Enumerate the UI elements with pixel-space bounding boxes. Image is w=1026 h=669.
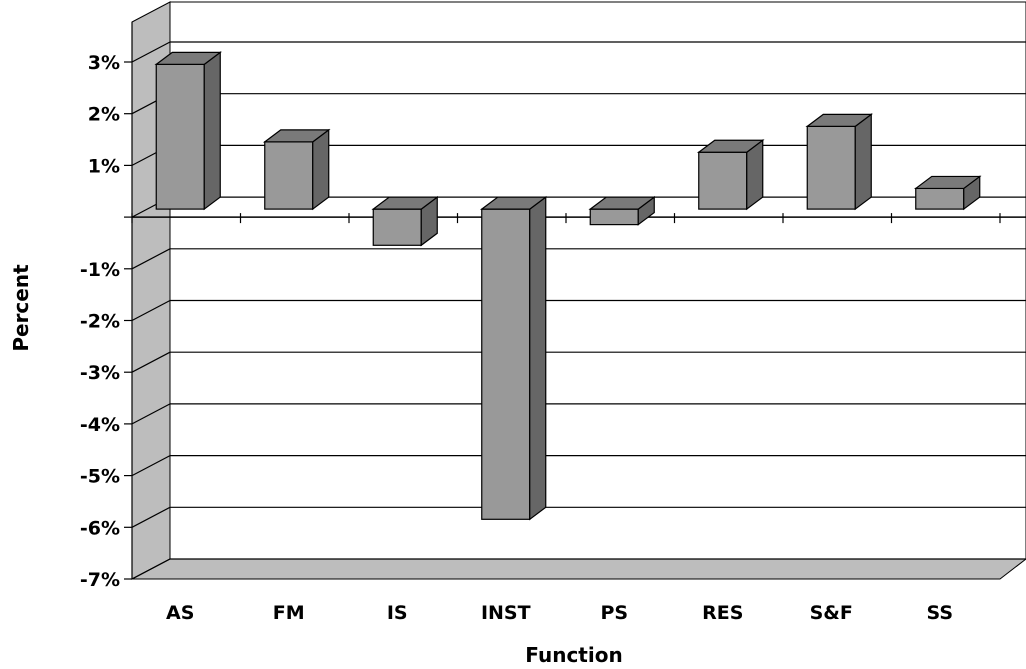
bars [154, 51, 982, 521]
bar-side [312, 128, 330, 211]
bar-front [698, 151, 748, 210]
bar-as [154, 51, 223, 211]
bar-top [588, 196, 657, 210]
y-tick-label: 2% [88, 104, 120, 126]
y-tick-label: -2% [80, 311, 120, 333]
y-tick-label: -3% [80, 362, 120, 384]
x-axis-title: Function [525, 643, 622, 667]
bar-front [806, 125, 856, 210]
bar-top [913, 175, 982, 190]
x-tick-label: RES [702, 602, 743, 624]
bar-is [371, 195, 440, 247]
gridline-diagonal [131, 248, 171, 270]
bar-side [854, 113, 872, 211]
bar-top [479, 196, 548, 210]
x-tick-label: SS [926, 602, 953, 624]
x-tick-label: INST [481, 602, 531, 624]
bar-sf [805, 113, 874, 211]
y-tick-label: 3% [88, 52, 120, 74]
gridlines [131, 22, 1026, 580]
bar-front [372, 208, 422, 246]
bar-front [589, 208, 639, 226]
x-tick-label: S&F [810, 602, 853, 624]
bar-ps [588, 195, 657, 226]
gridline-diagonal [131, 455, 171, 477]
x-tick-label: IS [387, 602, 408, 624]
gridline-diagonal [131, 41, 171, 63]
bar-top [154, 51, 223, 65]
y-tick-label: -7% [80, 569, 120, 591]
bar-fm [262, 128, 331, 211]
bar-top [262, 129, 331, 143]
gridline-diagonal [131, 558, 171, 580]
bar-side [203, 51, 221, 211]
back-wall [169, 1, 1026, 560]
x-tick-label: AS [166, 602, 194, 624]
bar-side [529, 195, 547, 521]
y-tick-label: -6% [80, 517, 120, 539]
gridline-diagonal [131, 299, 171, 322]
bar-front [155, 63, 205, 210]
bar-res [696, 139, 765, 211]
gridline-diagonal [131, 506, 171, 528]
y-tick-label: -4% [80, 414, 120, 436]
bar-top [805, 113, 874, 127]
bar-top [696, 139, 765, 153]
y-tick-label: 1% [88, 155, 120, 177]
y-tick-label: -1% [80, 259, 120, 281]
gridline-diagonal [131, 351, 171, 373]
bar-inst [479, 195, 548, 521]
y-ticks: 3% 2% 1% -1% -2% -3% -4% -5% -6% -7% [80, 52, 132, 591]
y-tick-label: -5% [80, 466, 120, 488]
x-tick-label: PS [600, 602, 628, 624]
x-tick-label: FM [273, 602, 305, 624]
bar-front [915, 187, 965, 210]
chart-walls [131, 1, 1026, 580]
y-axis-title: Percent [9, 264, 33, 352]
bar-ss [913, 175, 982, 211]
gridline-diagonal [131, 403, 171, 425]
bar-front [481, 208, 531, 520]
bar-front [264, 141, 314, 210]
floor [131, 558, 1026, 580]
bar-top [371, 196, 440, 210]
x-ticks: AS FM IS INST PS RES S&F SS [131, 213, 1001, 624]
